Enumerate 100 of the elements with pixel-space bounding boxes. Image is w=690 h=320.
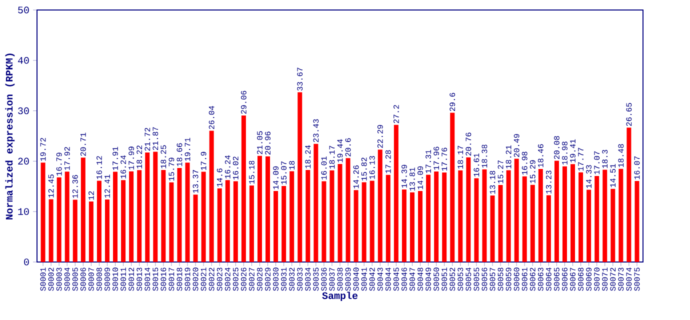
- x-tick-label: S0040: [353, 268, 359, 291]
- bar: [410, 192, 414, 262]
- x-tick-label: S0015: [152, 268, 158, 291]
- data-label: 19.44: [337, 139, 343, 162]
- bar: [48, 199, 54, 262]
- bar: [498, 185, 503, 262]
- data-label: 19.41: [570, 139, 576, 162]
- data-label: 13.23: [546, 170, 552, 194]
- data-label: 15.79: [168, 158, 174, 181]
- data-label: 26.65: [626, 102, 632, 126]
- bar: [346, 158, 350, 262]
- data-label: 20.76: [466, 132, 472, 156]
- bar: [618, 168, 624, 262]
- y-tick-label: 40: [18, 56, 29, 64]
- bar: [153, 152, 158, 262]
- bar: [554, 160, 559, 262]
- bar: [354, 190, 358, 262]
- bar: [474, 178, 479, 262]
- bar: [434, 171, 439, 262]
- x-tick-label: S0014: [144, 268, 150, 291]
- data-label: 13.37: [192, 170, 198, 193]
- x-tick-label: S0072: [610, 268, 616, 291]
- y-tick-label: 50: [18, 6, 29, 14]
- data-label: 18.66: [176, 143, 182, 166]
- bar: [225, 180, 230, 262]
- data-label: 15.29: [530, 160, 536, 184]
- bar: [442, 172, 447, 262]
- x-tick-label: S0060: [514, 268, 520, 291]
- data-label: 17.77: [578, 148, 584, 171]
- bar: [562, 166, 567, 262]
- x-tick-label: S0047: [410, 268, 415, 291]
- x-tick-label: S0018: [176, 268, 182, 291]
- x-tick-label: S0067: [570, 268, 576, 291]
- x-tick-label: S0054: [466, 268, 472, 291]
- bar: [40, 162, 46, 262]
- bar: [426, 174, 431, 262]
- data-label: 14.33: [586, 165, 592, 188]
- x-tick-label: S0046: [402, 268, 407, 291]
- bar: [290, 171, 294, 262]
- data-label: 20.96: [265, 132, 270, 155]
- bar: [578, 172, 584, 262]
- data-label: 12.41: [104, 174, 110, 198]
- bar: [257, 156, 262, 262]
- bar: [522, 176, 527, 262]
- bar: [169, 182, 174, 262]
- bar: [402, 189, 406, 262]
- x-tick-label: S0007: [88, 268, 94, 291]
- data-label: 18.22: [136, 146, 142, 168]
- x-tick-label: S0010: [112, 268, 118, 291]
- data-label: 21.87: [152, 127, 158, 150]
- data-label: 29.6: [450, 92, 456, 112]
- x-tick-label: S0013: [136, 268, 142, 291]
- x-axis-title: Sample: [322, 292, 358, 302]
- bar: [241, 116, 246, 262]
- data-label: 33.67: [297, 68, 303, 91]
- bar: [233, 181, 238, 262]
- y-tick-label: 0: [24, 258, 29, 266]
- bar: [96, 180, 102, 262]
- x-tick-label: S0069: [586, 268, 592, 291]
- bar: [378, 150, 382, 262]
- x-tick-label: S0070: [594, 268, 600, 291]
- bar: [394, 124, 398, 262]
- x-tick-label: S0032: [289, 268, 295, 291]
- bar: [266, 156, 270, 262]
- bar: [56, 177, 62, 262]
- y-tick-label: 30: [18, 107, 29, 114]
- x-tick-label: S0064: [546, 268, 552, 291]
- x-tick-label: S0009: [104, 268, 110, 291]
- bar: [586, 190, 592, 262]
- bar: [314, 144, 318, 262]
- y-tick-label: 10: [18, 208, 29, 215]
- y-axis-title: Normalized expression (RPKM): [5, 54, 15, 220]
- bar: [88, 202, 94, 262]
- bar: [602, 170, 608, 262]
- data-label: 16.12: [96, 156, 102, 179]
- data-label: 18.48: [618, 144, 624, 168]
- data-label: 12.36: [72, 175, 78, 198]
- bar: [145, 152, 150, 262]
- data-label: 14.51: [610, 164, 616, 188]
- bar: [610, 188, 616, 262]
- bar: [193, 194, 198, 262]
- data-label: 13.81: [410, 168, 415, 191]
- x-tick-label: S0057: [490, 268, 496, 291]
- data-label: 17.31: [426, 150, 432, 173]
- x-tick-label: S0043: [377, 268, 383, 291]
- data-label: 17.28: [385, 150, 391, 174]
- data-label: 22.29: [377, 125, 383, 148]
- x-tick-label: S0005: [72, 268, 78, 291]
- bar: [274, 190, 278, 262]
- x-tick-label: S0055: [474, 268, 480, 291]
- x-tick-label: S0019: [184, 268, 190, 291]
- bar: [322, 181, 326, 262]
- x-tick-label: S0039: [345, 268, 351, 291]
- x-tick-label: S0034: [305, 268, 311, 291]
- bar: [514, 158, 519, 262]
- bar: [530, 184, 535, 262]
- bar: [330, 170, 334, 262]
- data-label: 15.27: [498, 160, 504, 184]
- x-tick-label: S0011: [120, 268, 126, 291]
- data-label: 18.17: [458, 146, 464, 169]
